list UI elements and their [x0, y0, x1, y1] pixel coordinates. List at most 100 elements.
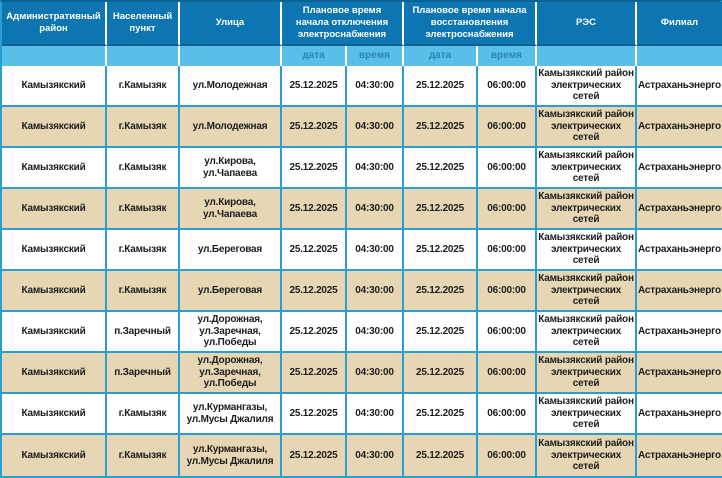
cell-row1-col1: Камызякский: [2, 66, 107, 107]
cell-row3-col7: 06:00:00: [478, 148, 537, 189]
cell-row10-col3: ул.Курмангазы, ул.Мусы Джалиля: [180, 435, 282, 476]
subheader-empty-res: [537, 46, 637, 66]
cell-row5-col2: г.Камызяк: [107, 230, 180, 271]
cell-row10-col7: 06:00:00: [478, 435, 537, 476]
cell-row7-col3: ул.Дорожная, ул.Заречная, ул.Победы: [180, 312, 282, 353]
cell-row4-col6: 25.12.2025: [404, 189, 478, 230]
cell-row9-col8: Камызякский район электрических сетей: [537, 394, 637, 435]
cell-row2-col8: Камызякский район электрических сетей: [537, 107, 637, 148]
cell-row10-col5: 04:30:00: [347, 435, 404, 476]
cell-row2-col5: 04:30:00: [347, 107, 404, 148]
cell-row5-col4: 25.12.2025: [282, 230, 347, 271]
cell-row9-col3: ул.Курмангазы, ул.Мусы Джалиля: [180, 394, 282, 435]
subheader-outage-time: время: [347, 46, 404, 66]
cell-row2-col7: 06:00:00: [478, 107, 537, 148]
cell-row8-col6: 25.12.2025: [404, 353, 478, 394]
cell-row1-col9: Астраханьэнерго: [637, 66, 722, 107]
cell-row10-col8: Камызякский район электрических сетей: [537, 435, 637, 476]
cell-row2-col6: 25.12.2025: [404, 107, 478, 148]
cell-row3-col4: 25.12.2025: [282, 148, 347, 189]
subheader-outage-date: дата: [282, 46, 347, 66]
cell-row9-col4: 25.12.2025: [282, 394, 347, 435]
cell-row3-col8: Камызякский район электрических сетей: [537, 148, 637, 189]
col-header-settlement: Населенный пункт: [107, 2, 180, 46]
cell-row2-col9: Астраханьэнерго: [637, 107, 722, 148]
cell-row9-col7: 06:00:00: [478, 394, 537, 435]
cell-row4-col3: ул.Кирова, ул.Чапаева: [180, 189, 282, 230]
cell-row9-col9: Астраханьэнерго: [637, 394, 722, 435]
cell-row6-col8: Камызякский район электрических сетей: [537, 271, 637, 312]
cell-row5-col7: 06:00:00: [478, 230, 537, 271]
cell-row8-col4: 25.12.2025: [282, 353, 347, 394]
cell-row10-col1: Камызякский: [2, 435, 107, 476]
cell-row2-col4: 25.12.2025: [282, 107, 347, 148]
cell-row6-col2: г.Камызяк: [107, 271, 180, 312]
subheader-restore-date: дата: [404, 46, 478, 66]
cell-row3-col2: г.Камызяк: [107, 148, 180, 189]
cell-row8-col7: 06:00:00: [478, 353, 537, 394]
subheader-empty-branch: [637, 46, 722, 66]
cell-row10-col2: г.Камызяк: [107, 435, 180, 476]
cell-row5-col6: 25.12.2025: [404, 230, 478, 271]
cell-row3-col1: Камызякский: [2, 148, 107, 189]
cell-row9-col6: 25.12.2025: [404, 394, 478, 435]
cell-row9-col2: г.Камызяк: [107, 394, 180, 435]
cell-row10-col4: 25.12.2025: [282, 435, 347, 476]
cell-row5-col3: ул.Береговая: [180, 230, 282, 271]
cell-row6-col1: Камызякский: [2, 271, 107, 312]
cell-row2-col3: ул.Молодежная: [180, 107, 282, 148]
cell-row8-col3: ул.Дорожная, ул.Заречная, ул.Победы: [180, 353, 282, 394]
cell-row3-col5: 04:30:00: [347, 148, 404, 189]
cell-row8-col5: 04:30:00: [347, 353, 404, 394]
cell-row7-col2: п.Заречный: [107, 312, 180, 353]
col-header-outage-start-time: Плановое время начала отключения электро…: [282, 2, 404, 46]
cell-row9-col5: 04:30:00: [347, 394, 404, 435]
col-header-street: Улица: [180, 2, 282, 46]
cell-row8-col8: Камызякский район электрических сетей: [537, 353, 637, 394]
cell-row1-col4: 25.12.2025: [282, 66, 347, 107]
cell-row1-col3: ул.Молодежная: [180, 66, 282, 107]
col-header-branch: Филиал: [637, 2, 722, 46]
cell-row6-col3: ул.Береговая: [180, 271, 282, 312]
cell-row3-col9: Астраханьэнерго: [637, 148, 722, 189]
subheader-restore-time: время: [478, 46, 537, 66]
cell-row7-col4: 25.12.2025: [282, 312, 347, 353]
cell-row4-col4: 25.12.2025: [282, 189, 347, 230]
cell-row7-col8: Камызякский район электрических сетей: [537, 312, 637, 353]
col-header-admin-district: Административный район: [2, 2, 107, 46]
cell-row8-col9: Астраханьэнерго: [637, 353, 722, 394]
cell-row4-col8: Камызякский район электрических сетей: [537, 189, 637, 230]
cell-row5-col1: Камызякский: [2, 230, 107, 271]
cell-row4-col1: Камызякский: [2, 189, 107, 230]
cell-row7-col5: 04:30:00: [347, 312, 404, 353]
cell-row4-col7: 06:00:00: [478, 189, 537, 230]
cell-row10-col6: 25.12.2025: [404, 435, 478, 476]
cell-row7-col6: 25.12.2025: [404, 312, 478, 353]
cell-row6-col4: 25.12.2025: [282, 271, 347, 312]
cell-row3-col3: ул.Кирова, ул.Чапаева: [180, 148, 282, 189]
cell-row4-col5: 04:30:00: [347, 189, 404, 230]
cell-row1-col2: г.Камызяк: [107, 66, 180, 107]
cell-row7-col1: Камызякский: [2, 312, 107, 353]
cell-row8-col1: Камызякский: [2, 353, 107, 394]
cell-row7-col9: Астраханьэнерго: [637, 312, 722, 353]
cell-row6-col6: 25.12.2025: [404, 271, 478, 312]
subheader-empty-street: [180, 46, 282, 66]
subheader-empty-settlement: [107, 46, 180, 66]
cell-row2-col1: Камызякский: [2, 107, 107, 148]
cell-row4-col2: г.Камызяк: [107, 189, 180, 230]
cell-row5-col5: 04:30:00: [347, 230, 404, 271]
col-header-restore-start-time: Плановое время начала восстановления эле…: [404, 2, 537, 46]
cell-row5-col9: Астраханьэнерго: [637, 230, 722, 271]
cell-row6-col9: Астраханьэнерго: [637, 271, 722, 312]
subheader-empty-admin-district: [2, 46, 107, 66]
cell-row9-col1: Камызякский: [2, 394, 107, 435]
cell-row8-col2: п.Заречный: [107, 353, 180, 394]
cell-row1-col6: 25.12.2025: [404, 66, 478, 107]
cell-row1-col5: 04:30:00: [347, 66, 404, 107]
cell-row3-col6: 25.12.2025: [404, 148, 478, 189]
cell-row6-col7: 06:00:00: [478, 271, 537, 312]
cell-row1-col8: Камызякский район электрических сетей: [537, 66, 637, 107]
col-header-res: РЭС: [537, 2, 637, 46]
